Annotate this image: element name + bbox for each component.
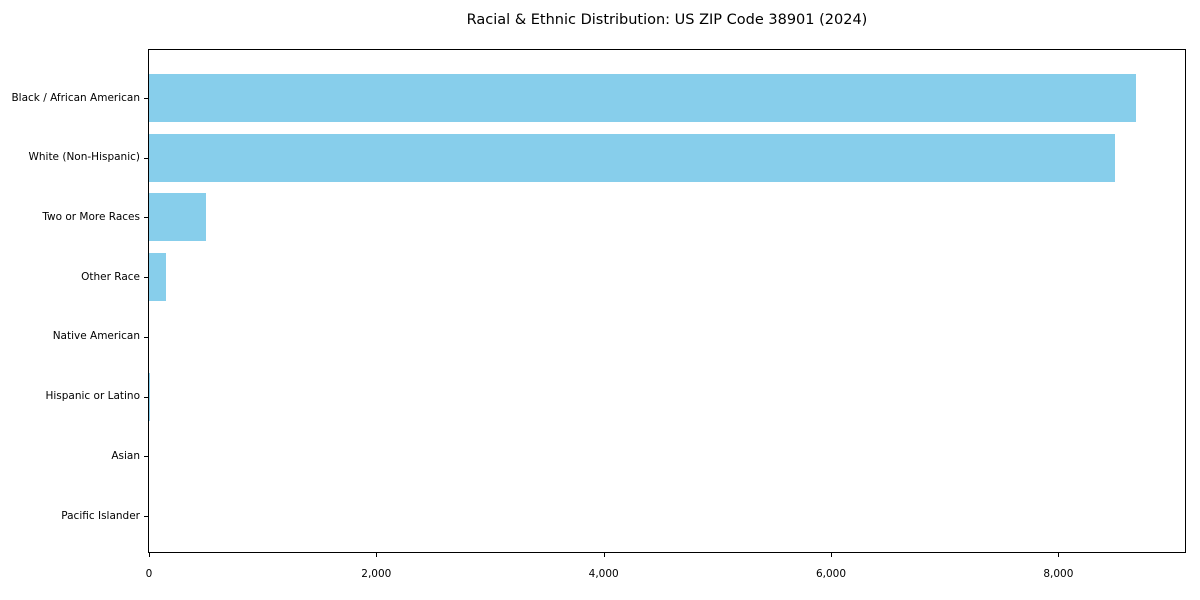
y-tick-label-other-race: Other Race	[81, 270, 140, 283]
x-tick-label-0: 0	[145, 568, 153, 580]
y-tick-mark	[144, 397, 148, 398]
y-tick-label-native-american: Native American	[52, 330, 140, 343]
y-tick-label-black-african-american: Black / African American	[11, 91, 140, 104]
y-tick-label-two-or-more-races: Two or More Races	[42, 210, 140, 223]
x-tick-label-2000: 2,000	[361, 568, 392, 580]
x-tick-mark	[603, 553, 605, 557]
bar-black-african-american	[149, 74, 1136, 122]
y-tick-label-white-non-hispanic: White (Non-Hispanic)	[28, 151, 140, 164]
plot-area	[148, 49, 1186, 553]
y-tick-mark	[144, 277, 148, 278]
x-tick-label-8000: 8,000	[1043, 568, 1074, 580]
x-tick-mark	[149, 553, 150, 557]
y-tick-label-pacific-islander: Pacific Islander	[61, 509, 140, 522]
bar-white-non-hispanic	[149, 133, 1116, 182]
y-tick-mark	[144, 217, 148, 218]
y-tick-mark	[144, 98, 148, 99]
y-tick-label-asian: Asian	[111, 449, 140, 462]
y-tick-mark	[144, 337, 148, 338]
x-tick-mark	[376, 553, 378, 557]
y-tick-mark	[144, 456, 148, 457]
bar-two-or-more-races	[149, 193, 206, 242]
y-tick-mark	[144, 516, 148, 517]
y-tick-label-hispanic-or-latino: Hispanic or Latino	[45, 390, 140, 403]
bar-hispanic-or-latino	[149, 372, 151, 421]
chart-title: Racial & Ethnic Distribution: US ZIP Cod…	[466, 12, 868, 28]
x-tick-mark	[831, 553, 832, 557]
bar-other-race	[149, 253, 167, 302]
x-tick-mark	[1058, 553, 1060, 557]
x-tick-label-6000: 6,000	[815, 568, 847, 580]
y-tick-mark	[144, 158, 148, 159]
x-tick-label-4000: 4,000	[588, 568, 619, 580]
